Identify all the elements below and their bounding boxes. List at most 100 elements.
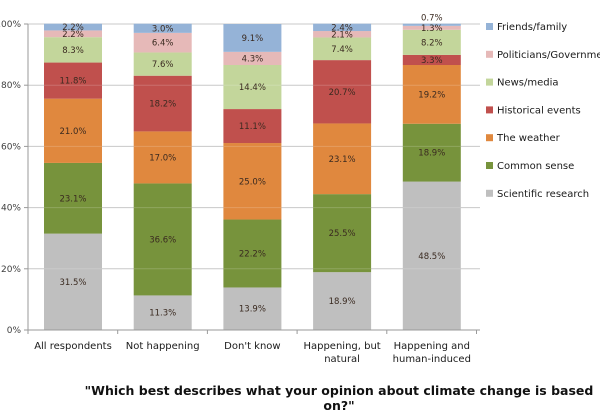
data-label: 11.8% bbox=[59, 77, 86, 87]
x-category-label: Not happening bbox=[126, 341, 200, 352]
bar-segment-friends-family bbox=[44, 23, 102, 31]
data-label: 23.1% bbox=[59, 194, 86, 204]
legend-item: News/media bbox=[486, 78, 559, 89]
legend-swatch bbox=[486, 106, 493, 114]
legend-label: Politicians/Government bbox=[497, 50, 600, 61]
data-label: 4.3% bbox=[242, 54, 264, 64]
data-label: 7.6% bbox=[152, 60, 174, 70]
y-tick-label: 0% bbox=[7, 326, 22, 336]
bar-segment-news-media bbox=[133, 52, 192, 76]
bar-segment-common-sense bbox=[223, 219, 282, 288]
bar-segment-common-sense bbox=[313, 194, 372, 273]
legend-label: Scientific research bbox=[497, 189, 589, 200]
legend-item: Common sense bbox=[486, 161, 574, 172]
bar-segment-the-weather bbox=[223, 143, 282, 220]
bar-segment-news-media bbox=[223, 65, 282, 110]
data-label: 8.2% bbox=[421, 38, 443, 48]
legend-swatch bbox=[486, 78, 493, 86]
legend-label: News/media bbox=[497, 78, 559, 89]
data-label: 13.9% bbox=[239, 305, 266, 315]
x-category-label: Don't know bbox=[224, 341, 280, 352]
data-label: 25.5% bbox=[329, 229, 356, 239]
data-label: 14.4% bbox=[239, 83, 266, 93]
data-label: 20.7% bbox=[329, 88, 356, 98]
legend-item: Scientific research bbox=[486, 189, 589, 200]
y-tick-label: 20% bbox=[1, 265, 21, 275]
data-label: 3.3% bbox=[421, 56, 443, 66]
legend-label: Friends/family bbox=[497, 22, 567, 33]
data-label: 21.0% bbox=[59, 127, 86, 137]
bar-segment-the-weather bbox=[133, 131, 192, 184]
y-tick-label: 60% bbox=[1, 142, 21, 152]
data-label: 17.0% bbox=[149, 153, 176, 163]
legend-item: Historical events bbox=[486, 105, 581, 116]
bar-segment-historical-events bbox=[313, 60, 372, 124]
bar-segment-scientific-research bbox=[44, 233, 102, 330]
bar-segment-news-media bbox=[402, 29, 461, 55]
bar-segment-scientific-research bbox=[313, 272, 372, 330]
bar-segment-historical-events bbox=[44, 62, 102, 99]
bar-segment-common-sense bbox=[44, 162, 102, 234]
data-label: 2.2% bbox=[62, 30, 84, 40]
legend-swatch bbox=[486, 50, 493, 58]
bar-segment-politicians-government bbox=[402, 25, 461, 30]
bar-segment-friends-family bbox=[223, 24, 282, 52]
bar-segment-news-media bbox=[313, 37, 372, 61]
bar-segment-the-weather bbox=[313, 123, 372, 195]
bar-segment-common-sense bbox=[402, 123, 461, 182]
legend: Friends/family Politicians/Government News… bbox=[486, 22, 600, 200]
x-category-label: Happening and bbox=[394, 341, 470, 352]
data-label: 18.2% bbox=[149, 100, 176, 110]
y-tick-label: 80% bbox=[1, 81, 21, 91]
bar-segment-scientific-research bbox=[133, 295, 192, 330]
data-label: 22.2% bbox=[239, 250, 266, 260]
bar-segment-the-weather bbox=[402, 65, 461, 124]
bar-segment-politicians-government bbox=[313, 31, 372, 38]
legend-swatch bbox=[486, 134, 493, 142]
data-label: 19.2% bbox=[418, 90, 445, 100]
bar-segment-politicians-government bbox=[223, 51, 282, 66]
x-category-label: natural bbox=[324, 354, 360, 365]
data-labels: 31.5% 23.1% 21.0% 11.8% 8.3% 2.2%2.2% 11.3% 36.… bbox=[59, 14, 445, 319]
bars bbox=[44, 23, 461, 330]
legend-label: Historical events bbox=[497, 105, 581, 116]
bar-segment-scientific-research bbox=[402, 181, 461, 330]
axes: 0% 20% 40% 60% 80% 100% All respondents Not hap… bbox=[0, 20, 480, 365]
data-label: 48.5% bbox=[418, 252, 445, 262]
x-category-label: All respondents bbox=[34, 341, 112, 352]
data-label: 23.1% bbox=[329, 155, 356, 165]
x-category-label: human-induced bbox=[393, 354, 471, 365]
data-label: 18.9% bbox=[329, 297, 356, 307]
data-label: 6.4% bbox=[152, 39, 174, 49]
legend-swatch bbox=[486, 189, 493, 197]
data-label: 1.3% bbox=[421, 24, 443, 34]
legend-item: Friends/family bbox=[486, 22, 567, 33]
data-label: 7.4% bbox=[331, 45, 353, 55]
data-label: 8.3% bbox=[62, 46, 84, 56]
legend-label: Common sense bbox=[497, 161, 574, 172]
data-label: 25.0% bbox=[239, 177, 266, 187]
legend-label: The weather bbox=[496, 133, 561, 144]
bar-segment-politicians-government bbox=[44, 30, 102, 38]
bar-segment-news-media bbox=[44, 37, 102, 63]
bar-segment-the-weather bbox=[44, 98, 102, 163]
bar-segment-politicians-government bbox=[133, 32, 192, 53]
data-label: 11.3% bbox=[149, 309, 176, 319]
y-tick-label: 40% bbox=[1, 204, 21, 214]
data-label: 31.5% bbox=[59, 278, 86, 288]
bar-segment-scientific-research bbox=[223, 287, 282, 330]
data-label: 2.1% bbox=[331, 30, 353, 40]
bar-segment-friends-family bbox=[313, 23, 372, 32]
legend-item: Politicians/Government bbox=[486, 50, 600, 61]
data-label: 0.7% bbox=[421, 14, 443, 24]
bar-segment-historical-events bbox=[133, 75, 192, 132]
legend-item: The weather bbox=[486, 133, 561, 144]
legend-swatch bbox=[486, 162, 493, 169]
bar-segment-friends-family bbox=[133, 23, 192, 33]
y-tick-label: 100% bbox=[0, 20, 21, 30]
data-label: 2.2% bbox=[62, 23, 84, 33]
bar-segment-common-sense bbox=[133, 183, 192, 296]
bar-segment-historical-events bbox=[402, 54, 461, 66]
data-label: 3.0% bbox=[152, 24, 174, 34]
data-label: 36.6% bbox=[149, 235, 176, 245]
